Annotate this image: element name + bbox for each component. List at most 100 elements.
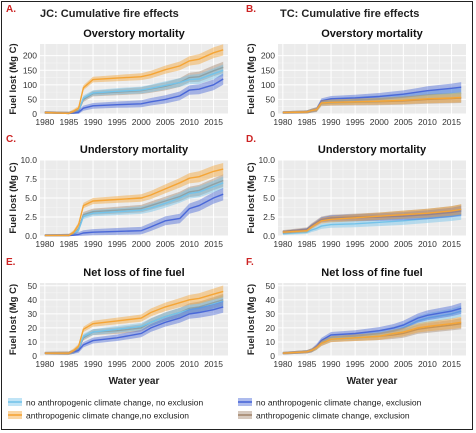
panel-title: Understory mortality [318, 144, 427, 156]
series-band [282, 302, 462, 355]
x-tick-label: 2000 [132, 239, 151, 249]
x-tick-label: 1995 [108, 117, 127, 127]
y-tick-label: 0.0 [263, 231, 275, 241]
y-tick-label: 50 [28, 94, 38, 104]
column-title: JC: Cumulative fire effects [40, 8, 179, 20]
x-tick-label: 2015 [442, 359, 461, 369]
panel-title: Overstory mortality [83, 28, 185, 40]
y-tick-label: 0.0 [25, 231, 37, 241]
y-axis-label: Fuel lost (Mg C) [8, 43, 19, 114]
x-tick-label: 1990 [322, 359, 341, 369]
y-tick-label: 50 [266, 281, 276, 291]
panel-label: A. [6, 4, 16, 15]
x-tick-label: 1995 [108, 359, 127, 369]
y-axis-label: Fuel lost (Mg C) [8, 284, 19, 355]
panel-label: D. [246, 134, 256, 145]
series-line [282, 321, 462, 354]
y-tick-label: 0 [32, 351, 37, 361]
y-tick-label: 30 [266, 309, 276, 319]
x-tick-label: 1995 [346, 239, 365, 249]
y-axis-label: Fuel lost (Mg C) [246, 43, 257, 114]
y-tick-label: 0 [270, 109, 275, 119]
plot-background [278, 283, 466, 356]
x-tick-label: 2015 [204, 239, 223, 249]
series-band [44, 293, 224, 355]
series-band [44, 163, 224, 236]
y-tick-label: 2.5 [263, 212, 275, 222]
legend-label: anthropogenic climate change,no exclusio… [26, 411, 189, 421]
x-tick-label: 2010 [180, 359, 199, 369]
series-line [282, 214, 462, 235]
series-band [282, 82, 462, 114]
series-band [282, 92, 462, 114]
y-axis-label: Fuel lost (Mg C) [246, 284, 257, 355]
x-tick-label: 1985 [59, 239, 78, 249]
series-band [44, 301, 224, 355]
x-tick-label: 2000 [370, 359, 389, 369]
panel-b: B. Overstory mortality 0 50 100 150 200 1980 198… [246, 4, 466, 127]
x-tick-label: 1985 [59, 359, 78, 369]
x-tick-label: 2005 [156, 239, 175, 249]
series-band [44, 73, 224, 114]
panel-label: E. [6, 257, 16, 268]
series-band [282, 205, 462, 234]
series-band [44, 64, 224, 114]
panel-title: Understory mortality [80, 144, 189, 156]
x-tick-label: 2010 [418, 359, 437, 369]
x-tick-label: 1990 [84, 359, 103, 369]
x-tick-label: 1985 [297, 359, 316, 369]
y-tick-label: 50 [28, 281, 38, 291]
y-tick-label: 10.0 [20, 155, 37, 165]
panel-title: Overstory mortality [321, 28, 423, 40]
x-tick-label: 1995 [346, 117, 365, 127]
x-tick-label: 2005 [156, 117, 175, 127]
x-tick-label: 2000 [370, 117, 389, 127]
x-tick-label: 1980 [273, 239, 292, 249]
panel-d: D. Understory mortality 0.0 2.5 5.0 7.5 10.0 19… [246, 134, 466, 249]
x-tick-label: 1990 [322, 117, 341, 127]
legend-label: no anthropogenic climate change, exclusi… [256, 398, 422, 408]
y-tick-label: 5.0 [25, 193, 37, 203]
panel-a: A. Overstory mortality 0 50 100 150 200 1980 198… [6, 4, 228, 127]
series-line [44, 69, 224, 115]
x-tick-label: 2005 [394, 239, 413, 249]
series-band [44, 61, 224, 114]
x-tick-label: 2010 [180, 239, 199, 249]
x-tick-label: 1985 [59, 117, 78, 127]
x-tick-label: 2005 [156, 359, 175, 369]
x-tick-label: 1990 [84, 117, 103, 127]
series-band [282, 92, 462, 114]
x-tick-label: 1995 [108, 239, 127, 249]
y-tick-label: 0 [270, 351, 275, 361]
series-line [282, 208, 462, 233]
x-tick-label: 2010 [180, 117, 199, 127]
y-tick-label: 10 [28, 337, 38, 347]
panel-title: Net loss of fine fuel [321, 267, 422, 279]
series-line [44, 182, 224, 237]
x-tick-label: 1980 [273, 117, 292, 127]
panel-label: F. [246, 257, 254, 268]
x-tick-label: 2015 [204, 359, 223, 369]
series-band [282, 204, 462, 233]
x-tick-label: 1990 [322, 239, 341, 249]
x-tick-label: 2015 [442, 117, 461, 127]
x-axis-label: Water year [109, 376, 160, 387]
x-tick-label: 1980 [273, 359, 292, 369]
y-axis-label: Fuel lost (Mg C) [8, 162, 19, 233]
x-tick-label: 1990 [84, 239, 103, 249]
panel-c: C. Understory mortality 0.0 2.5 5.0 7.5 10.0 19… [6, 134, 228, 249]
x-tick-label: 2000 [132, 359, 151, 369]
series-line [44, 49, 224, 115]
y-tick-label: 200 [261, 51, 275, 61]
x-tick-label: 1995 [346, 359, 365, 369]
y-tick-label: 150 [23, 65, 37, 75]
x-tick-label: 1985 [297, 117, 316, 127]
y-tick-label: 30 [28, 309, 38, 319]
legend-label: no anthropogenic climate change, no excl… [26, 398, 203, 408]
y-tick-label: 0 [32, 109, 37, 119]
x-tick-label: 2000 [132, 117, 151, 127]
legend: no anthropogenic climate change, no excl… [8, 398, 422, 421]
x-axis-label: Water year [347, 376, 398, 387]
